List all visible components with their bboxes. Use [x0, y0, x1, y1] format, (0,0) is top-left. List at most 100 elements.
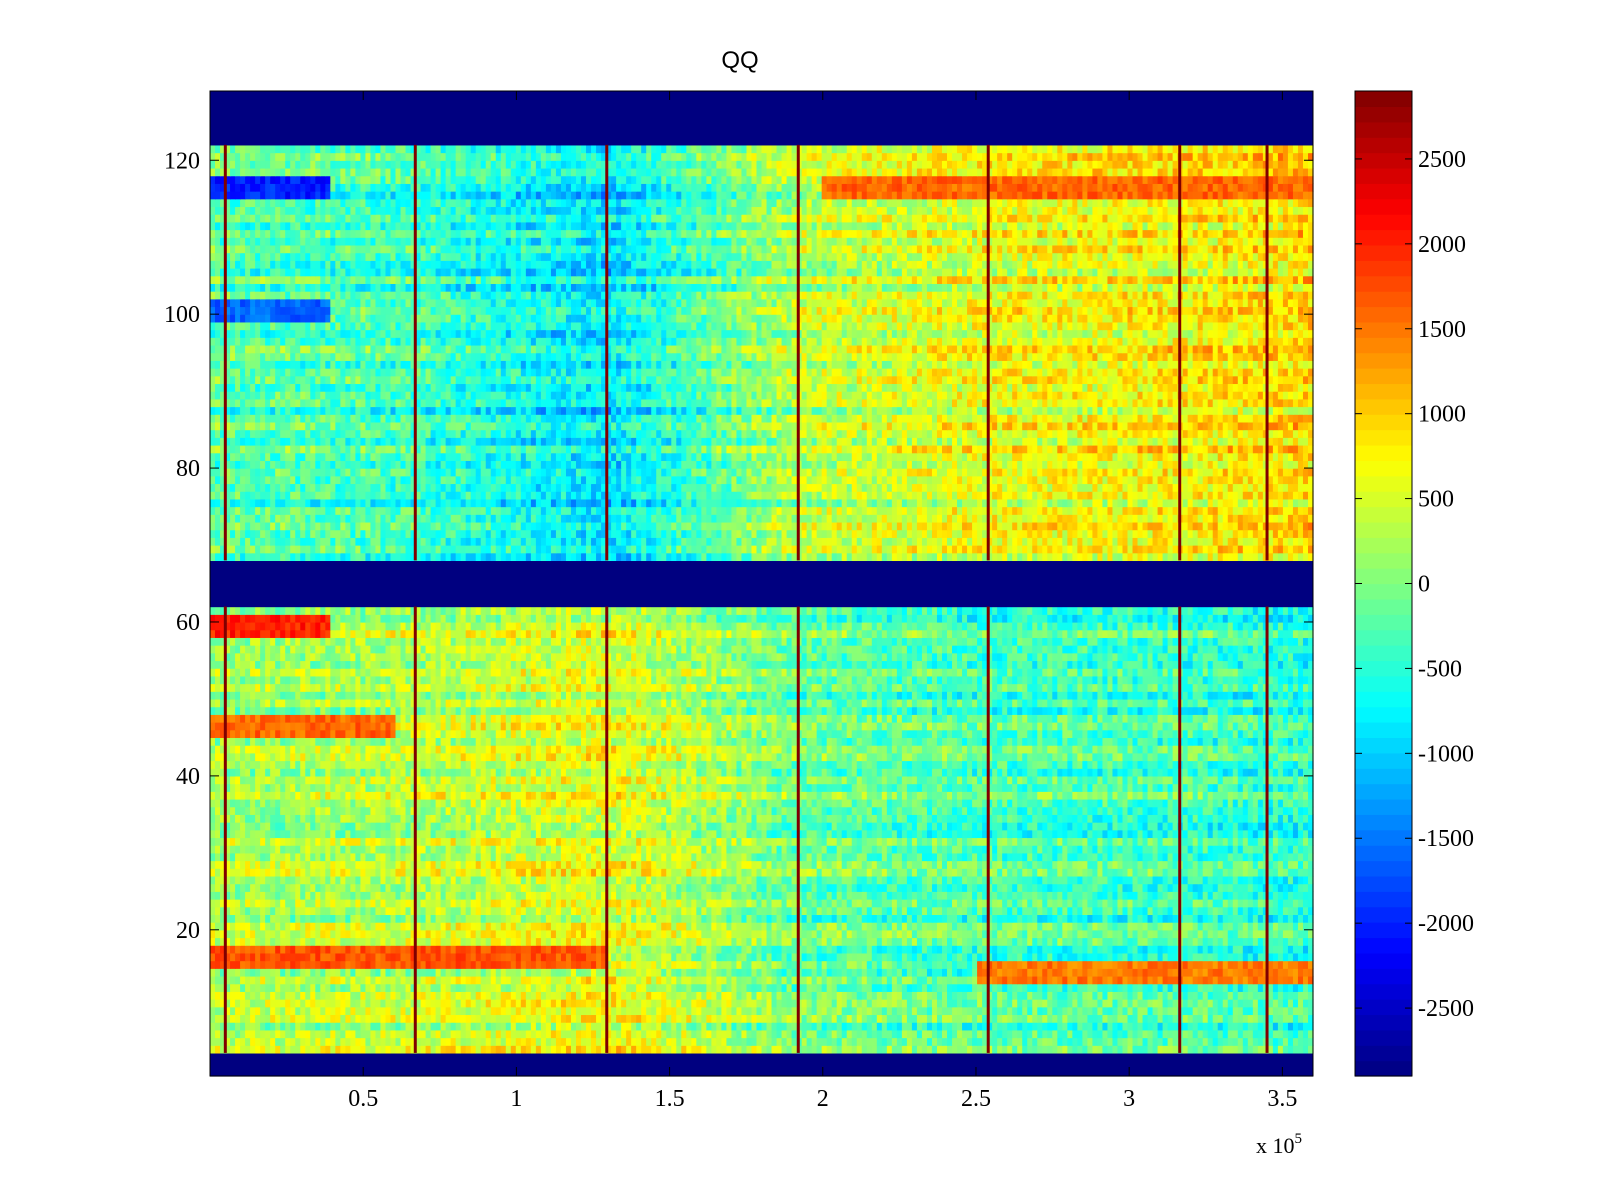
heatmap-cell: [420, 952, 427, 962]
heatmap-cell: [550, 991, 557, 1000]
heatmap-cell: [581, 999, 587, 1008]
heatmap-cell: [631, 1045, 637, 1054]
heatmap-cell: [1197, 1022, 1204, 1031]
heatmap-cell: [666, 906, 672, 915]
heatmap-cell: [445, 975, 452, 985]
heatmap-cell: [535, 991, 542, 1000]
heatmap-cell: [721, 968, 728, 977]
heatmap-cell: [1167, 999, 1174, 1008]
heatmap-cell: [941, 1022, 948, 1031]
heatmap-cell: [666, 960, 672, 969]
heatmap-cell: [881, 914, 888, 923]
heatmap-cell: [1127, 975, 1134, 985]
heatmap-cell: [355, 891, 362, 900]
heatmap-cell: [275, 968, 281, 977]
heatmap-cell: [360, 999, 367, 1008]
heatmap-cell: [425, 960, 432, 969]
heatmap-cell: [1077, 1006, 1083, 1016]
heatmap-cell: [340, 952, 346, 962]
heatmap-cell: [931, 899, 938, 908]
heatmap-cell: [641, 891, 647, 900]
heatmap-cell: [1112, 991, 1119, 1000]
heatmap-cell: [896, 1037, 903, 1046]
heatmap-cell: [495, 1014, 502, 1023]
heatmap-cell: [952, 875, 958, 885]
heatmap-cell: [1222, 1014, 1229, 1023]
heatmap-cell: [255, 875, 261, 885]
heatmap-cell: [215, 914, 221, 923]
heatmap-cell: [706, 1014, 712, 1023]
heatmap-cell: [270, 914, 276, 923]
heatmap-cell: [285, 1029, 291, 1039]
heatmap-cell: [616, 1022, 622, 1031]
heatmap-cell: [987, 1029, 993, 1039]
heatmap-cell: [841, 945, 848, 954]
heatmap-cell: [586, 883, 592, 892]
heatmap-cell: [631, 1029, 637, 1039]
heatmap-cell: [661, 875, 667, 885]
heatmap-cell: [821, 945, 828, 954]
heatmap-cell: [641, 914, 647, 923]
heatmap-cell: [480, 891, 487, 900]
heatmap-cell: [896, 883, 903, 892]
heatmap-cell: [831, 999, 838, 1008]
heatmap-cell: [601, 1045, 607, 1054]
heatmap-cell: [636, 960, 642, 969]
heatmap-cell: [1267, 914, 1274, 923]
heatmap-cell: [841, 922, 848, 931]
heatmap-cell: [626, 968, 632, 977]
heatmap-cell: [896, 975, 903, 985]
heatmap-cell: [420, 929, 427, 939]
heatmap-cell: [1037, 983, 1043, 992]
heatmap-cell: [1217, 1006, 1224, 1016]
heatmap-cell: [706, 999, 712, 1008]
heatmap-cell: [1267, 1029, 1274, 1039]
heatmap-cell: [962, 929, 968, 939]
heatmap-cell: [445, 922, 452, 931]
heatmap-cell: [761, 983, 768, 992]
heatmap-cell: [1137, 891, 1144, 900]
heatmap-cell: [1107, 983, 1114, 992]
heatmap-cell: [1192, 968, 1199, 977]
heatmap-cell: [701, 875, 707, 885]
heatmap-cell: [335, 914, 341, 923]
heatmap-cell: [626, 891, 632, 900]
heatmap-cell: [1187, 883, 1194, 892]
heatmap-cell: [515, 899, 522, 908]
heatmap-cell: [936, 1045, 943, 1054]
heatmap-cell: [836, 937, 843, 946]
heatmap-cell: [300, 945, 306, 954]
heatmap-cell: [250, 1014, 256, 1023]
heatmap-cell: [1107, 891, 1114, 900]
heatmap-cell: [510, 952, 517, 962]
heatmap-cell: [861, 937, 868, 946]
heatmap-cell: [405, 983, 412, 992]
heatmap-cell: [215, 952, 221, 962]
heatmap-cell: [1157, 945, 1164, 954]
heatmap-cell: [826, 929, 833, 939]
heatmap-cell: [1272, 975, 1279, 985]
heatmap-cell: [1212, 1037, 1219, 1046]
heatmap-cell: [681, 952, 687, 962]
heatmap-cell: [1207, 945, 1214, 954]
heatmap-cell: [821, 883, 828, 892]
heatmap-cell: [1212, 906, 1219, 915]
heatmap-cell: [1227, 945, 1234, 954]
heatmap-cell: [972, 983, 978, 992]
heatmap-cell: [325, 983, 331, 992]
heatmap-cell: [405, 906, 412, 915]
heatmap-cell: [596, 999, 602, 1008]
heatmap-cell: [370, 883, 377, 892]
heatmap-cell: [1097, 1029, 1104, 1039]
heatmap-cell: [651, 1006, 657, 1016]
heatmap-cell: [626, 929, 632, 939]
heatmap-cell: [1267, 999, 1274, 1008]
heatmap-cell: [841, 875, 848, 885]
heatmap-cell: [490, 975, 497, 985]
heatmap-cell: [1057, 968, 1063, 977]
heatmap-cell: [1077, 906, 1083, 915]
heatmap-cell: [345, 1014, 351, 1023]
heatmap-cell: [415, 1006, 422, 1016]
heatmap-cell: [230, 906, 236, 915]
heatmap-cell: [1252, 883, 1259, 892]
